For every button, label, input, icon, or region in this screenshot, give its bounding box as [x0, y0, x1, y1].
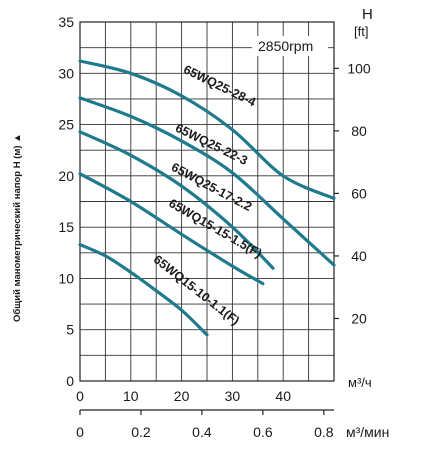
y-tick-label: 10 [58, 270, 74, 286]
rpm-annotation: 2850rpm [258, 38, 313, 54]
y2-axis-label: H [362, 6, 373, 23]
curve-labels: 65WQ25-28-465WQ25-22-365WQ25-17-2.265WQ1… [151, 62, 264, 328]
plot-frame [79, 21, 335, 382]
x2-tick-label: 0.8 [314, 424, 334, 440]
y2-tick-label: 20 [351, 310, 367, 326]
x-axis-label: м³/ч [348, 375, 372, 390]
y-tick-label: 0 [66, 373, 74, 389]
x2-tick-label: 0.6 [253, 424, 273, 440]
x-tick-label: 0 [76, 388, 84, 404]
y2-axis-unit: [ft] [354, 24, 368, 39]
x-tick-label: 30 [225, 388, 241, 404]
y-tick-label: 35 [58, 14, 74, 30]
x-tick-label: 10 [123, 388, 139, 404]
y-axis-label: Общий манометрический напор H (м) ▲ [12, 133, 23, 322]
y-tick-label: 20 [58, 168, 74, 184]
tick-labels: 0 5 10 15 20 25 30 35 0 10 20 30 40 20 40 60 80 100 0 0.2 0.… [58, 14, 370, 440]
x-tick-label: 40 [275, 388, 291, 404]
y-tick-label: 25 [58, 117, 74, 133]
y-tick-label: 5 [66, 322, 74, 338]
rpm-box [252, 36, 328, 56]
y2-tick-label: 40 [351, 248, 367, 264]
y-tick-label: 15 [58, 219, 74, 235]
x2-tick-label: 0.2 [131, 424, 151, 440]
x2-tick-label: 0.4 [192, 424, 212, 440]
x2-axis-label: м³/мин [346, 424, 389, 440]
y2-tick-label: 100 [347, 60, 371, 76]
x2-tick-label: 0 [76, 424, 84, 440]
curve-65WQ25-28-4 [78, 59, 336, 200]
curve-65WQ25-22-3 [78, 96, 336, 267]
y2-tick-label: 80 [351, 123, 367, 139]
y2-tick-label: 60 [351, 185, 367, 201]
curves [78, 59, 336, 337]
curve-65WQ15-10-1.1(F) [78, 243, 209, 337]
curve-65WQ15-15-1.5(F) [78, 172, 265, 286]
y-tick-label: 30 [58, 65, 74, 81]
x-tick-label: 20 [174, 388, 190, 404]
curve-65WQ25-17-2.2 [78, 130, 275, 270]
